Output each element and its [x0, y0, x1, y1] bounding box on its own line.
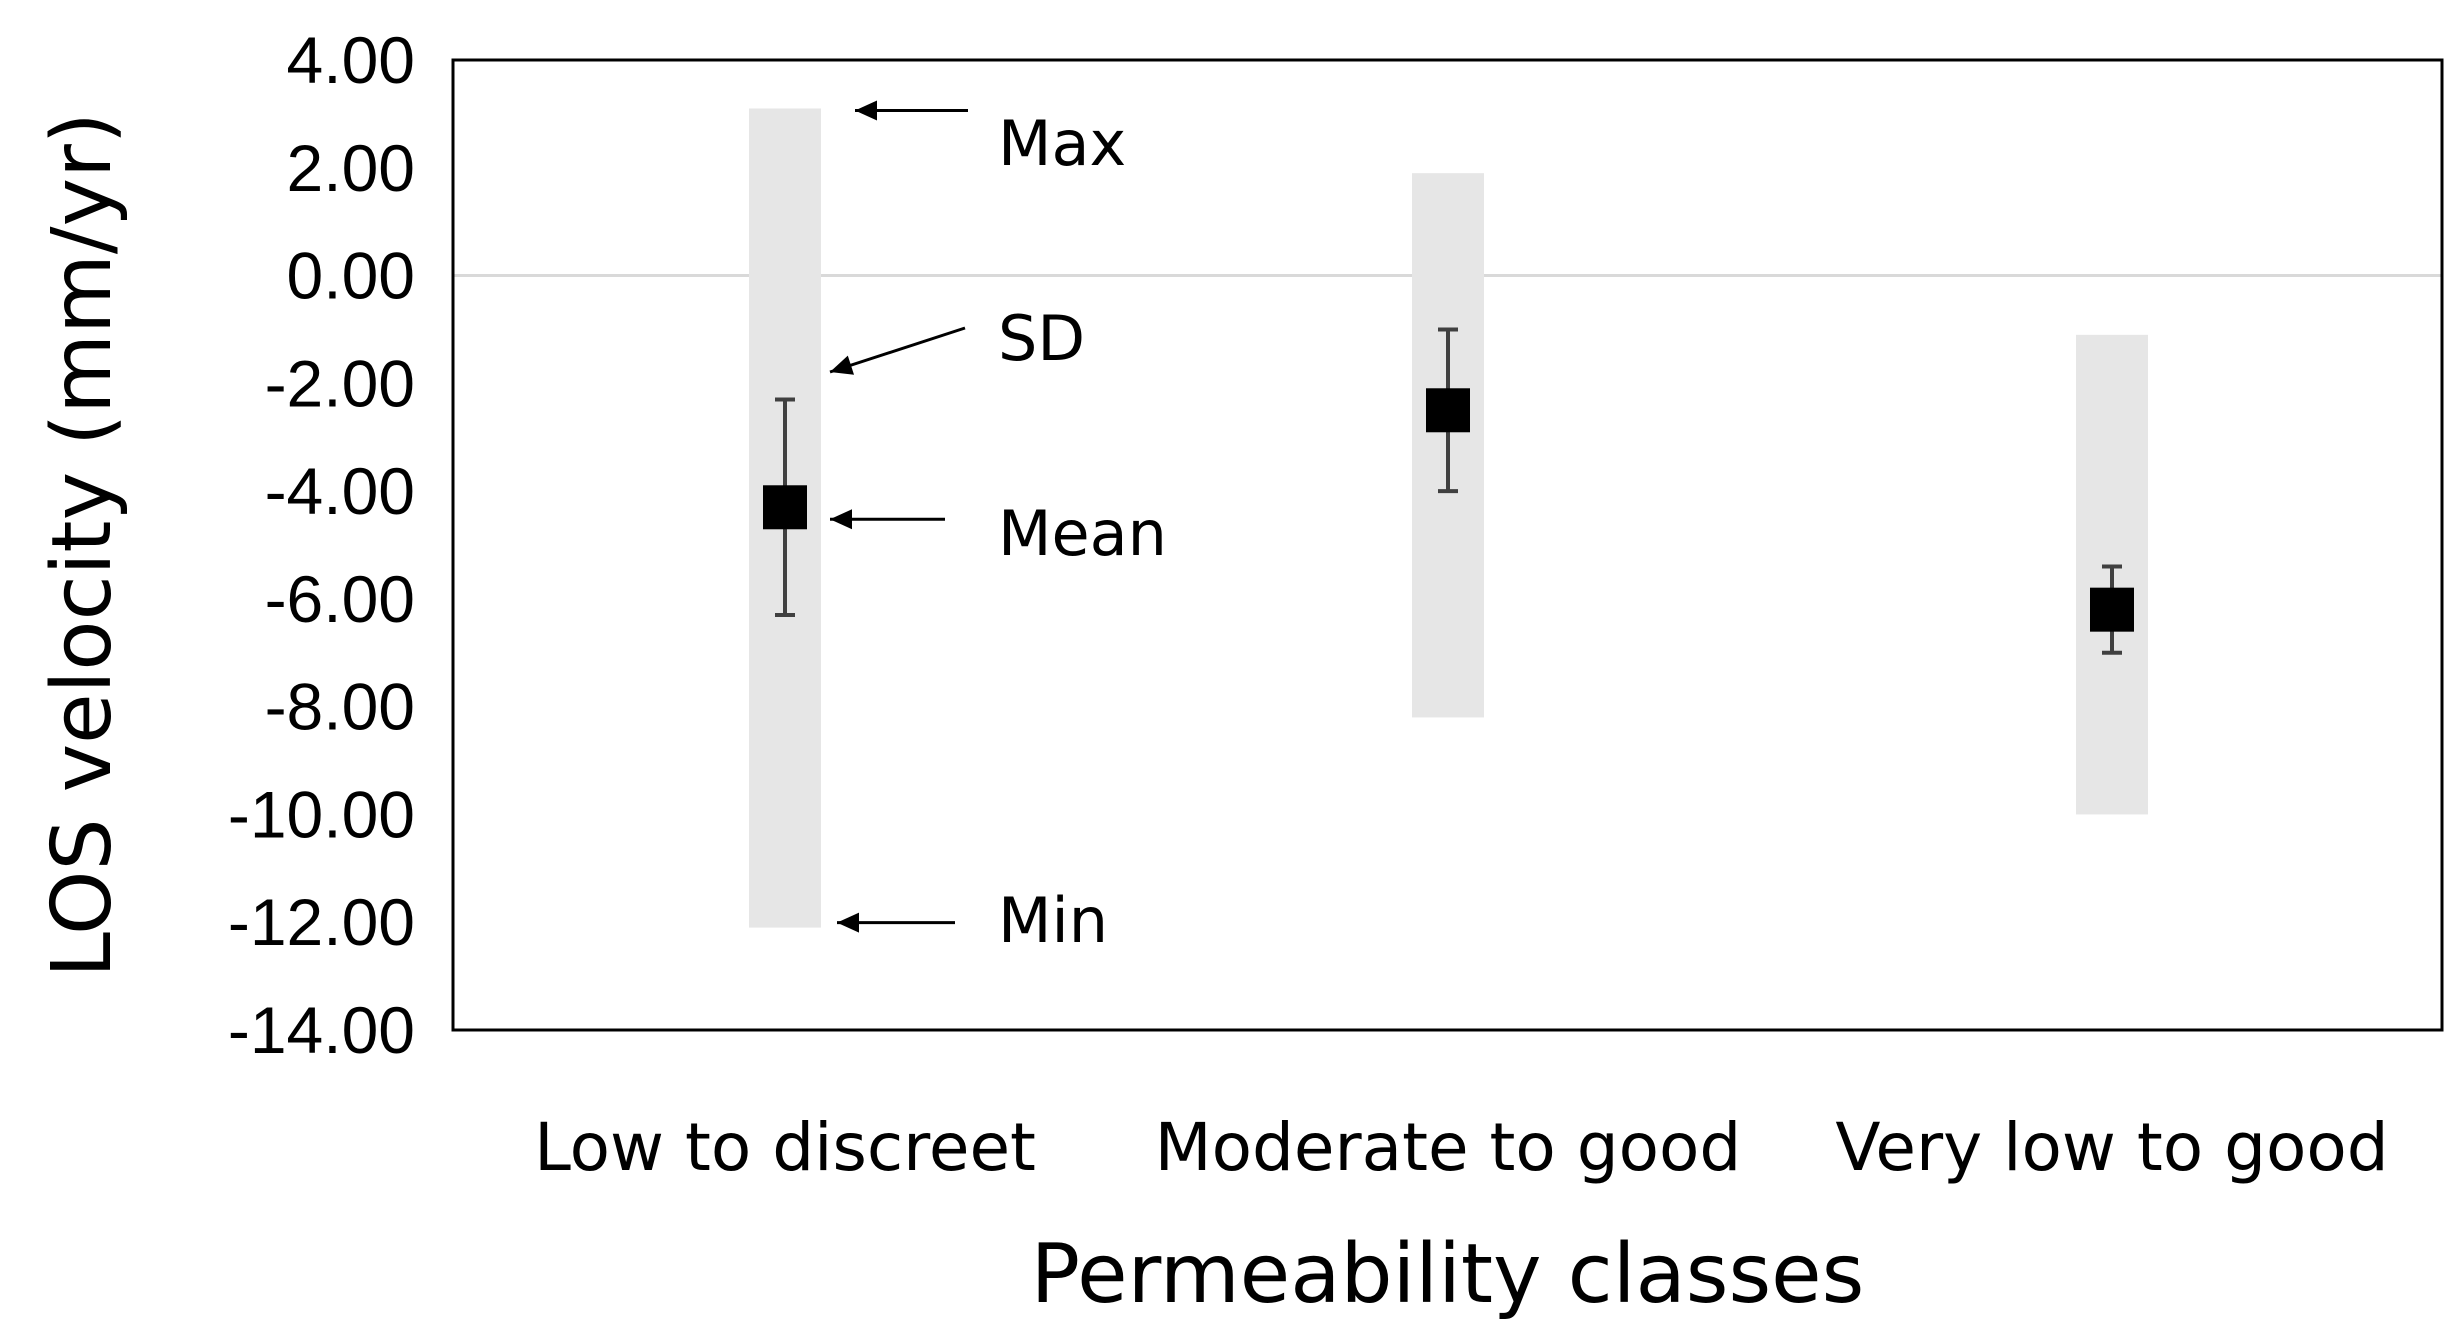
annotation-arrowhead-mean: [830, 509, 852, 530]
y-tick-label-8: -10.00: [228, 777, 415, 851]
x-category-labels: Low to discreet Moderate to good Very low …: [534, 1109, 2389, 1186]
y-tick-label-9: -12.00: [228, 885, 415, 959]
y-tick-label-2: 2.00: [287, 131, 415, 205]
y-tick-label-3: 0.00: [287, 239, 415, 313]
y-tick-label-1: 4.00: [287, 23, 415, 97]
annotation-label-max: Max: [998, 107, 1126, 180]
mean-marker-3: [2090, 587, 2134, 632]
annotations: Max SD Mean Min: [829, 100, 1167, 957]
mean-marker-2: [1426, 388, 1470, 433]
mean-marker-layer: [763, 388, 2134, 632]
y-tick-label-6: -6.00: [265, 562, 415, 636]
annotation-arrow-sd: [829, 326, 966, 374]
x-category-label-1: Low to discreet: [534, 1109, 1036, 1186]
y-tick-label-4: -2.00: [265, 346, 415, 420]
y-tick-label-5: -4.00: [265, 454, 415, 528]
y-tick-label-7: -8.00: [265, 670, 415, 744]
mean-marker-1: [763, 485, 807, 530]
y-axis-title: LOS velocity (mm/yr): [35, 112, 130, 978]
x-axis-title: Permeability classes: [1031, 1227, 1865, 1322]
annotation-label-mean: Mean: [998, 497, 1167, 570]
annotation-arrowhead-max: [855, 100, 877, 121]
annotation-label-min: Min: [998, 884, 1108, 957]
x-category-label-2: Moderate to good: [1155, 1109, 1742, 1186]
y-tick-labels: 4.00 2.00 0.00 -2.00 -4.00 -6.00 -8.00 -10.00 -1…: [228, 23, 415, 1067]
plot-area-frame: [451, 58, 2444, 1032]
annotation-label-sd: SD: [998, 302, 1085, 375]
annotation-arrowhead-min: [837, 912, 859, 933]
annotation-arrowhead-sd: [830, 355, 855, 375]
y-tick-label-10: -14.00: [228, 993, 415, 1067]
x-category-label-3: Very low to good: [1835, 1109, 2388, 1186]
